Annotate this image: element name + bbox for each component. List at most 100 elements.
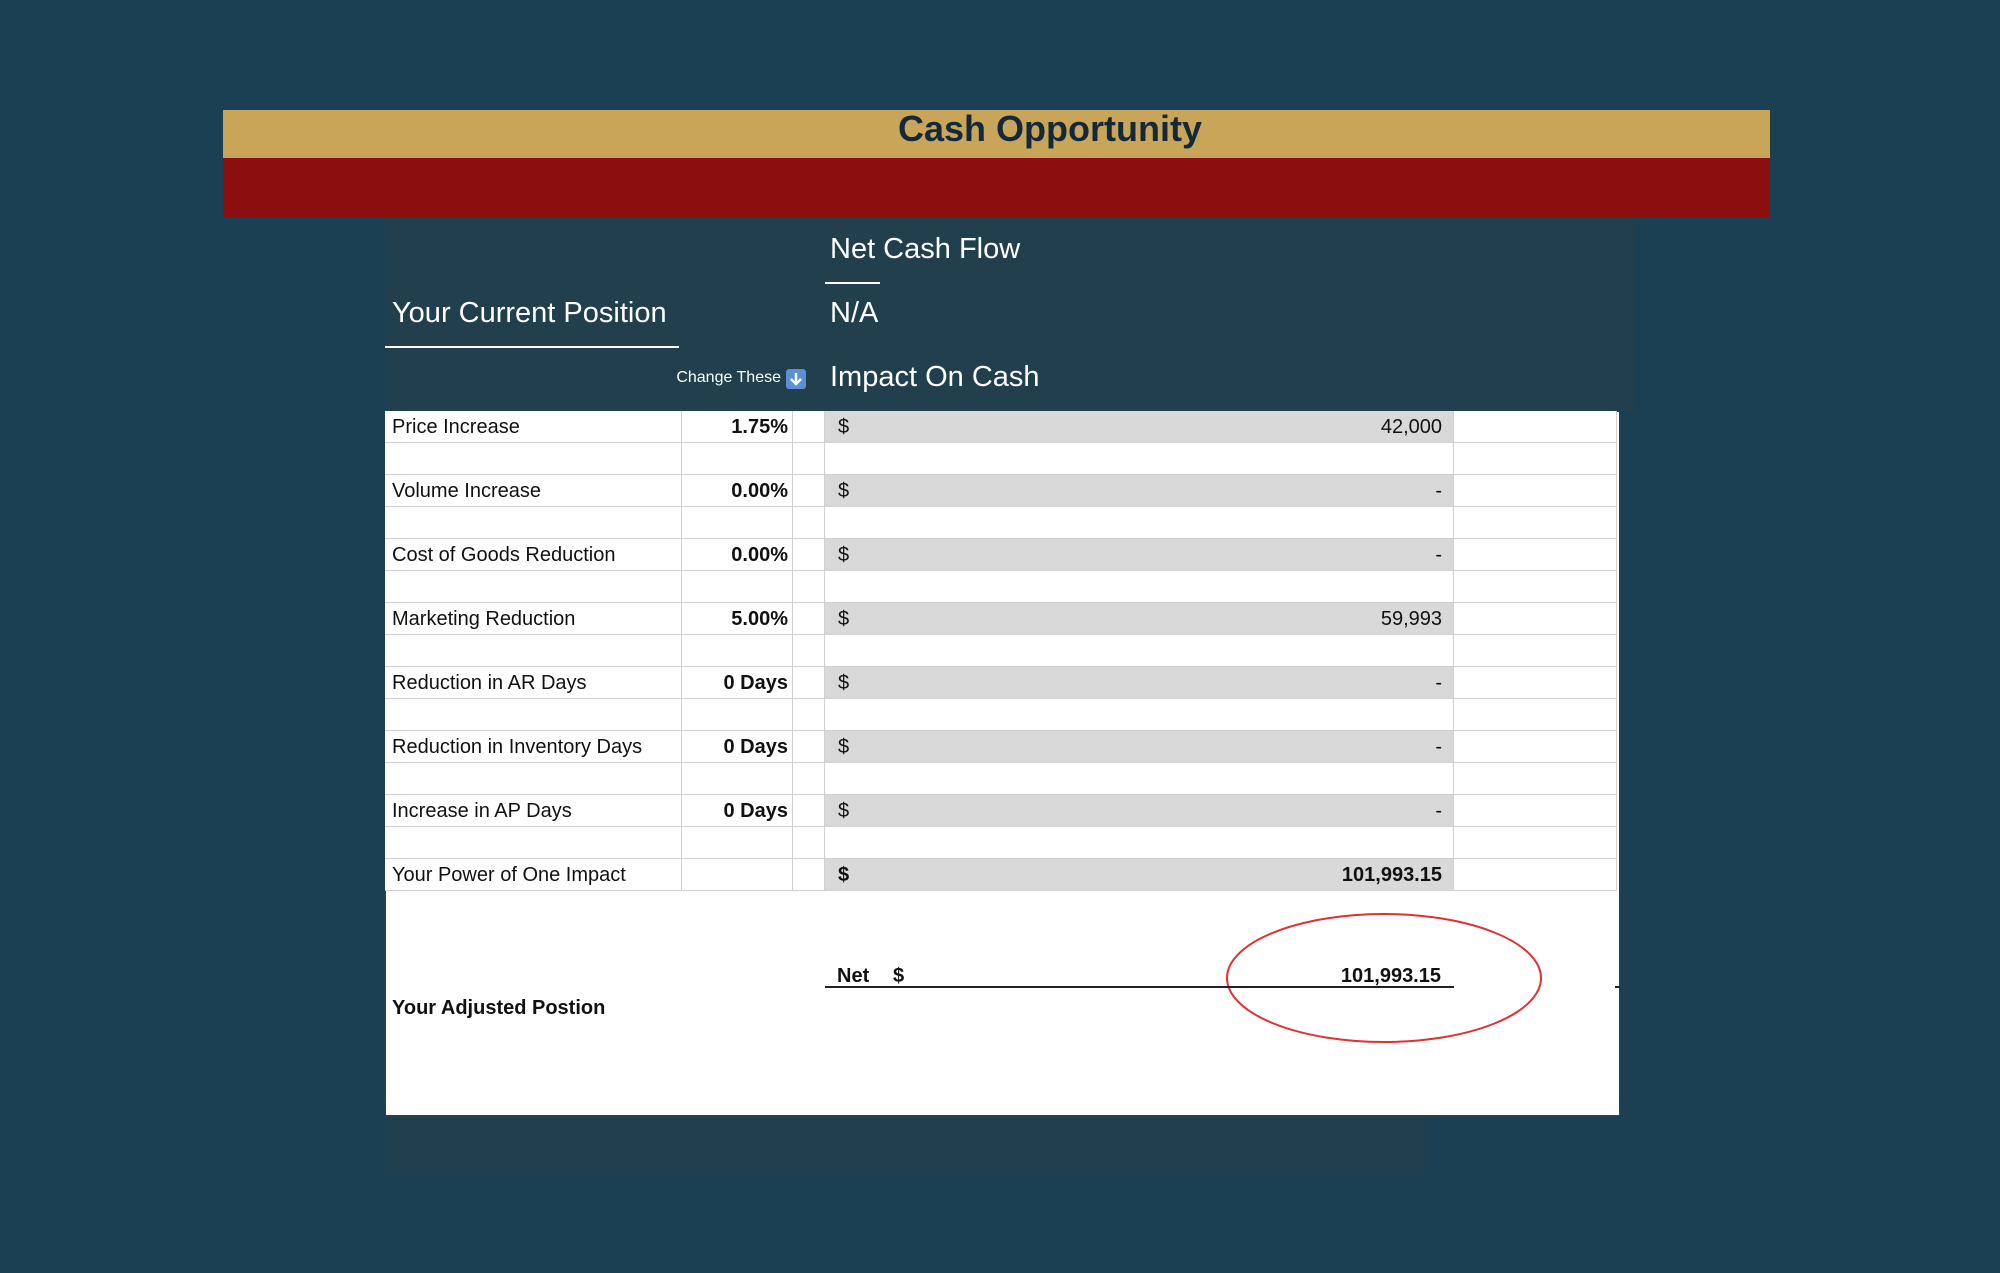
row-input: 0.00% xyxy=(731,480,788,502)
grid-cell xyxy=(825,827,1454,859)
grid-cell xyxy=(1454,827,1617,859)
grid-cell xyxy=(385,827,682,859)
currency: $ xyxy=(838,480,850,502)
grid-cell xyxy=(825,635,1454,667)
down-arrow-icon xyxy=(786,369,806,389)
grid-cell xyxy=(793,411,825,443)
grid-cell xyxy=(682,571,793,603)
grid-cell xyxy=(385,603,682,635)
title: Cash Opportunity xyxy=(898,108,1202,149)
grid-cell xyxy=(825,763,1454,795)
grid-cell xyxy=(385,507,682,539)
title-bar xyxy=(223,110,1770,158)
net-cash-flow: Net Cash Flow xyxy=(830,233,1021,265)
adjusted-value: 101,993.15 xyxy=(1340,965,1441,987)
grid-cell xyxy=(793,699,825,731)
grid-cell xyxy=(825,475,1454,507)
grid-cell xyxy=(825,795,1454,827)
grid-cell xyxy=(1454,507,1617,539)
change-these: Change These xyxy=(676,369,781,386)
grid-cell xyxy=(793,539,825,571)
grid-cell xyxy=(825,507,1454,539)
grid-cell xyxy=(793,475,825,507)
grid-cell xyxy=(825,411,1454,443)
grid-cell xyxy=(385,571,682,603)
row-label: Increase in AP Days xyxy=(392,800,572,822)
grid-cell xyxy=(793,795,825,827)
currency: $ xyxy=(838,864,850,886)
currency: $ xyxy=(838,736,850,758)
grid-cell xyxy=(1454,667,1617,699)
impact-value: - xyxy=(1435,480,1442,502)
grid-cell xyxy=(682,699,793,731)
grid-cell xyxy=(682,763,793,795)
grid-cell xyxy=(385,667,682,699)
current-position: Your Current Position xyxy=(392,297,667,329)
grid-cell xyxy=(1454,763,1617,795)
currency: $ xyxy=(838,672,850,694)
grid-cell xyxy=(682,795,793,827)
grid-cell xyxy=(385,699,682,731)
grid-cell xyxy=(385,539,682,571)
currency: $ xyxy=(838,416,850,438)
grid-cell xyxy=(385,795,682,827)
grid-cell xyxy=(682,507,793,539)
grid-cell xyxy=(682,603,793,635)
header-panel xyxy=(385,217,1635,411)
grid-cell xyxy=(1454,443,1617,475)
grid-cell xyxy=(682,539,793,571)
grid-cell xyxy=(1454,571,1617,603)
tick xyxy=(1615,986,1620,988)
grid-cell xyxy=(385,859,682,891)
impact-value: - xyxy=(1435,544,1442,566)
currency: $ xyxy=(838,544,850,566)
grid-cell xyxy=(1454,859,1617,891)
currency: $ xyxy=(838,800,850,822)
grid-cell xyxy=(825,603,1454,635)
grid-cell xyxy=(825,699,1454,731)
grid-cell xyxy=(1454,795,1617,827)
grid-cell xyxy=(682,731,793,763)
grid-cell xyxy=(793,603,825,635)
grid-cell xyxy=(793,667,825,699)
grid-cell xyxy=(385,443,682,475)
row-label: Marketing Reduction xyxy=(392,608,576,630)
grid-cell xyxy=(1454,731,1617,763)
row-label: Cost of Goods Reduction xyxy=(392,544,616,566)
row-input: 0.00% xyxy=(731,544,788,566)
grid-cell xyxy=(385,635,682,667)
impact-value: - xyxy=(1435,800,1442,822)
grid-cell xyxy=(793,763,825,795)
row-label: Reduction in AR Days xyxy=(392,672,587,694)
grid-cell xyxy=(825,443,1454,475)
underline xyxy=(385,346,679,348)
impact-on-cash: Impact On Cash xyxy=(830,361,1040,393)
impact-value: - xyxy=(1435,672,1442,694)
grid-cell xyxy=(825,859,1454,891)
row-input: 0 Days xyxy=(723,736,789,758)
grid-cell xyxy=(682,667,793,699)
grid-cell xyxy=(793,443,825,475)
grid-cell xyxy=(1454,411,1617,443)
grid-cell xyxy=(825,539,1454,571)
grid-cell xyxy=(682,859,793,891)
grid-cell xyxy=(682,827,793,859)
row-label: Your Power of One Impact xyxy=(392,864,626,886)
grid-cell xyxy=(682,443,793,475)
grid-cell xyxy=(682,411,793,443)
grid-cell xyxy=(385,731,682,763)
impact-value: - xyxy=(1435,736,1442,758)
currency: $ xyxy=(893,965,905,987)
underline xyxy=(825,986,1454,988)
underline xyxy=(825,282,880,284)
adjusted-label: Your Adjusted Postion xyxy=(392,997,606,1019)
row-input: 1.75% xyxy=(731,416,788,438)
net-label: Net xyxy=(837,965,870,987)
row-label: Reduction in Inventory Days xyxy=(392,736,643,758)
row-input: 5.00% xyxy=(731,608,788,630)
grid-cell xyxy=(825,731,1454,763)
row-input: 0 Days xyxy=(723,672,789,694)
current-value: N/A xyxy=(830,297,879,329)
grid-cell xyxy=(1454,603,1617,635)
red-band xyxy=(223,158,1770,217)
